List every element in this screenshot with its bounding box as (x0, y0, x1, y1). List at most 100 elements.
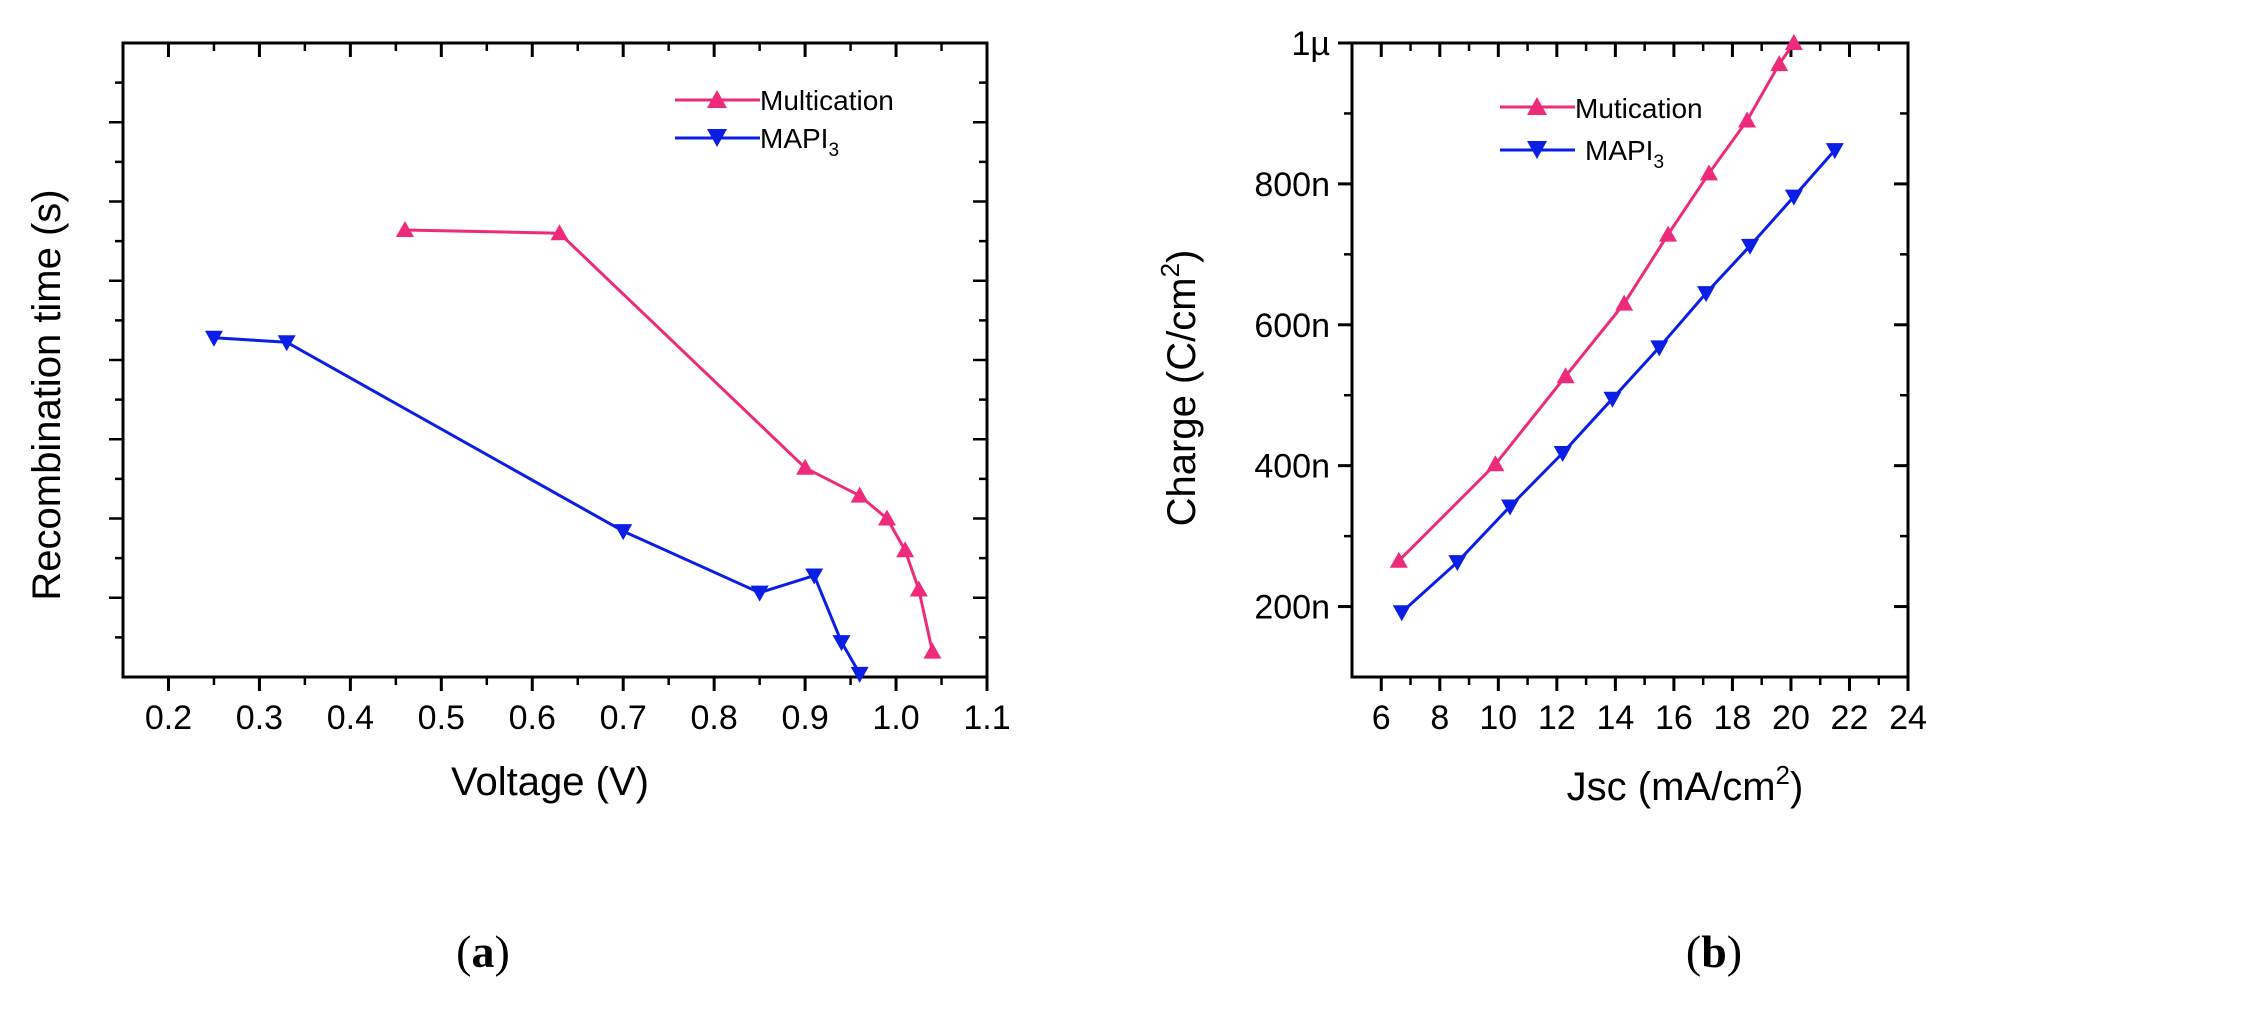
panel-a-data-point (923, 642, 942, 659)
panel-a-data-point (277, 335, 296, 352)
panel-a-label-open-paren: ( (456, 926, 471, 977)
panel-a-x-tick-label: 0.4 (327, 699, 374, 737)
panel-b-legend-label-mapi: MAPI3 (1585, 135, 1664, 173)
panel-a-data-point (909, 580, 928, 597)
panel-a-x-tick-label: 0.8 (691, 699, 738, 737)
panel-b-series-line-1 (1400, 149, 1836, 614)
panel-a-axes (121, 41, 989, 679)
panel-a-data-point (850, 666, 869, 683)
panel-b-y-tick-label: 200n (1254, 589, 1330, 627)
panel-b-label-letter: b (1701, 926, 1727, 977)
panel-a-label-close-paren: ) (495, 926, 510, 977)
panel-b-axes (1350, 41, 1910, 679)
panel-b-x-tick-label: 14 (1596, 699, 1634, 737)
panel-b-data-point (1697, 286, 1716, 303)
panel-a-data-point (832, 635, 851, 652)
panel-b-data-point (1615, 294, 1634, 311)
panel-a-x-tick-label: 1.0 (872, 699, 919, 737)
panel-a-data-point (750, 585, 769, 602)
panel-a-data-point (896, 541, 915, 558)
panel-a-x-tick-label: 1.1 (963, 699, 1010, 737)
panel-a-x-axis-label: Voltage (V) (451, 760, 649, 804)
panel-a-data-point (805, 568, 824, 585)
panel-a-x-tick-label: 0.5 (418, 699, 465, 737)
panel-b-x-tick-label: 20 (1772, 699, 1810, 737)
panel-b-y-tick-label: 1µ (1292, 25, 1331, 63)
panel-a-series-line-0 (404, 228, 934, 652)
panel-a-data-point (395, 221, 414, 238)
panel-a-legend-label-multication: Multication (760, 85, 894, 116)
panel-a-y-axis-label: Recombination time (s) (25, 189, 69, 600)
panel-b-data-point (1738, 111, 1757, 128)
panel-b-ticks: 6 8 10 12 14 16 18 20 22 24 200n 400n 600n 800n 1µ (1254, 25, 1927, 737)
panel-a-chart: 0.2 0.3 0.4 0.5 0.6 0.7 0.8 0.9 1.0 1.1 Voltage (… (25, 41, 1011, 977)
panel-a-series-line-1 (213, 336, 862, 675)
panel-b-y-axis-label-text: Charge (C/cm (1160, 277, 1204, 526)
panel-b-y-tick-label: 800n (1254, 166, 1330, 204)
panel-b-x-axis-label-text: Jsc (mA/cm (1567, 765, 1776, 809)
panel-a-x-tick-label: 0.6 (509, 699, 556, 737)
panel-b-data-point (1784, 34, 1803, 50)
panel-b-x-tick-label: 22 (1831, 699, 1869, 737)
panel-b-data-point (1448, 555, 1467, 572)
panel-a-legend: Multication MAPI3 (675, 85, 894, 161)
panel-b-data-point (1659, 225, 1678, 242)
panel-a-legend-marker-multication (707, 90, 727, 108)
panel-a-x-tick-label: 0.7 (600, 699, 647, 737)
panel-b-legend-label-mapi-subscript: 3 (1653, 152, 1664, 173)
panel-a-ticks: 0.2 0.3 0.4 0.5 0.6 0.7 0.8 0.9 1.0 1.1 (109, 43, 1011, 737)
panel-b-data-point (1486, 455, 1505, 472)
panel-a-data-point (850, 486, 869, 503)
panel-a-legend-label-mapi-subscript: 3 (828, 140, 839, 161)
panel-b-x-tick-label: 10 (1479, 699, 1517, 737)
panel-a-data-point (550, 224, 569, 241)
panel-a-plot-frame (121, 41, 989, 679)
panel-a-data-point (796, 458, 815, 475)
panel-a-legend-label-mapi: MAPI3 (760, 123, 839, 161)
panel-b-legend-marker-mapi (1527, 141, 1547, 159)
panel-b-x-axis-label: Jsc (mA/cm2) (1567, 760, 1804, 809)
panel-b-data-point (1392, 605, 1411, 622)
panel-b-label-open-paren: ( (1686, 926, 1701, 977)
panel-b-y-axis-label-superscript: 2 (1155, 263, 1185, 277)
panel-a-data-point (204, 330, 223, 347)
panel-b-legend-label-mapi-text: MAPI (1585, 135, 1653, 166)
panel-b-y-axis-label-tail: ) (1160, 250, 1204, 263)
panel-b-y-axis-label: Charge (C/cm2) (1155, 250, 1204, 527)
panel-b-legend-label-mutication: Mutication (1575, 93, 1703, 124)
panel-b-x-axis-label-tail: ) (1790, 765, 1803, 809)
panel-b-legend-marker-mutication (1527, 97, 1547, 115)
panel-b-y-tick-label: 400n (1254, 448, 1330, 486)
panel-a-x-tick-label: 0.3 (236, 699, 283, 737)
panel-a-legend-marker-mapi (707, 129, 727, 147)
panel-b-data-point (1784, 189, 1803, 206)
panel-b-x-tick-label: 18 (1714, 699, 1752, 737)
panel-a-data-point (614, 524, 633, 541)
panel-a-label-letter: a (472, 926, 495, 977)
panel-b-x-tick-label: 16 (1655, 699, 1693, 737)
panel-b-data-point (1740, 238, 1759, 255)
panel-a-series (204, 221, 942, 683)
panel-a-legend-label-mapi-text: MAPI (760, 123, 828, 154)
panel-b-data-point (1553, 445, 1572, 462)
panel-b-y-tick-label: 600n (1254, 307, 1330, 345)
panel-a-label: (a) (456, 926, 510, 977)
panel-b-data-point (1501, 499, 1520, 516)
panel-a-x-tick-label: 0.2 (145, 699, 192, 737)
panel-b-x-tick-label: 12 (1538, 699, 1576, 737)
panel-b-x-tick-label: 6 (1372, 699, 1391, 737)
panel-a-x-tick-label: 0.9 (781, 699, 828, 737)
panel-b-data-point (1556, 367, 1575, 384)
panel-b-label-close-paren: ) (1727, 926, 1742, 977)
panel-b-plot-frame (1350, 41, 1910, 679)
panel-a-data-point (877, 509, 896, 526)
panel-b-series (1389, 34, 1844, 622)
panel-b-data-point (1700, 164, 1719, 181)
panel-b-x-tick-label: 8 (1430, 699, 1449, 737)
panel-b-data-point (1825, 143, 1844, 160)
panel-b-data-point (1389, 551, 1408, 568)
panel-b-data-point (1603, 391, 1622, 408)
panel-b-legend: Mutication MAPI3 (1500, 93, 1703, 173)
